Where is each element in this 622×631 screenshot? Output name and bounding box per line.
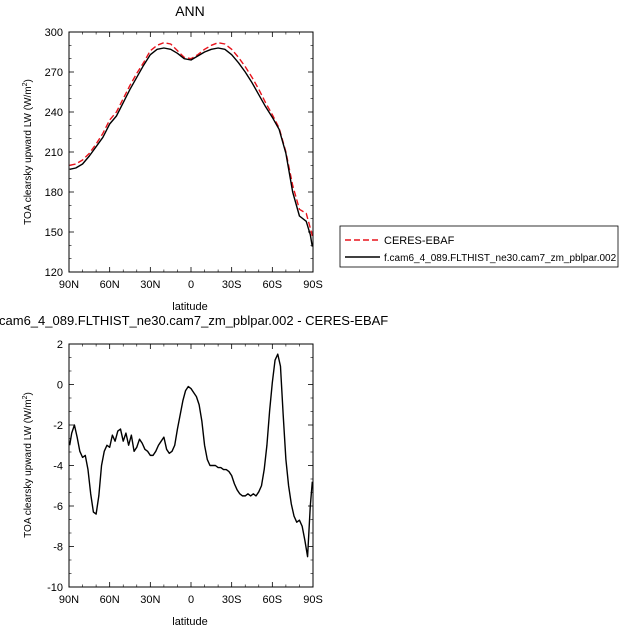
top-xtick-label-1: 60N — [100, 279, 120, 291]
top-xtick-label-0: 90N — [59, 279, 79, 291]
bottom-ytick-label-3: -4 — [53, 461, 63, 473]
bottom-xtick-label-3: 0 — [188, 594, 194, 606]
bottom-xtick-label-4: 30S — [222, 594, 242, 606]
bottom-ytick-label-4: -2 — [53, 420, 63, 432]
top-ytick-label-2: 180 — [45, 187, 63, 199]
bottom-ytick-label-0: -10 — [47, 582, 63, 594]
top-ytick-label-4: 240 — [45, 107, 63, 119]
legend-label-model: f.cam6_4_089.FLTHIST_ne30.cam7_zm_pblpar… — [384, 253, 617, 264]
bottom-ytick-label-5: 0 — [57, 380, 63, 392]
top-ytick-label-0: 120 — [45, 267, 63, 279]
top-ytick-label-6: 300 — [45, 27, 63, 39]
top-xtick-label-2: 30N — [140, 279, 160, 291]
top-chart: ANN 90N 60N 30N 0 30S 60S 90S 120 150 180 210 240 27… — [22, 3, 323, 313]
bottom-xtick-label-6: 90S — [303, 594, 323, 606]
top-series-line-0 — [69, 41, 313, 237]
top-xtick-label-4: 30S — [222, 279, 242, 291]
bottom-xtick-label-5: 60S — [263, 594, 283, 606]
legend-box — [339, 225, 619, 268]
bottom-chart-title: f.cam6_4_089.FLTHIST_ne30.cam7_zm_pblpar… — [0, 313, 388, 328]
bottom-chart: f.cam6_4_089.FLTHIST_ne30.cam7_zm_pblpar… — [0, 313, 388, 628]
top-xtick-label-5: 60S — [263, 279, 283, 291]
bottom-xtick-label-0: 90N — [59, 594, 79, 606]
top-plot-frame — [68, 31, 314, 273]
top-xtick-label-3: 0 — [188, 279, 194, 291]
legend-label-ceres: CERES-EBAF — [384, 235, 455, 247]
top-series-line-1 — [69, 47, 314, 247]
bottom-plot-frame — [68, 343, 314, 588]
bottom-ytick-label-6: 2 — [57, 339, 63, 351]
bottom-ytick-label-1: -8 — [53, 542, 63, 554]
top-ytick-label-3: 210 — [45, 147, 63, 159]
bottom-xtick-label-2: 30N — [140, 594, 160, 606]
top-xtick-label-6: 90S — [303, 279, 323, 291]
top-chart-title: ANN — [175, 3, 205, 19]
bottom-xtick-label-1: 60N — [100, 594, 120, 606]
bottom-chart-ylabel: TOA clearsky upward LW (W/m2) — [22, 392, 34, 538]
legend: CERES-EBAF f.cam6_4_089.FLTHIST_ne30.cam… — [339, 225, 619, 268]
top-ytick-label-5: 270 — [45, 67, 63, 79]
bottom-series-line-0 — [68, 353, 314, 558]
top-chart-ylabel: TOA clearsky upward LW (W/m2) — [22, 79, 34, 225]
bottom-chart-xlabel: latitude — [172, 616, 207, 628]
top-chart-xlabel: latitude — [172, 301, 207, 313]
bottom-ytick-label-2: -6 — [53, 501, 63, 513]
top-ytick-label-1: 150 — [45, 227, 63, 239]
